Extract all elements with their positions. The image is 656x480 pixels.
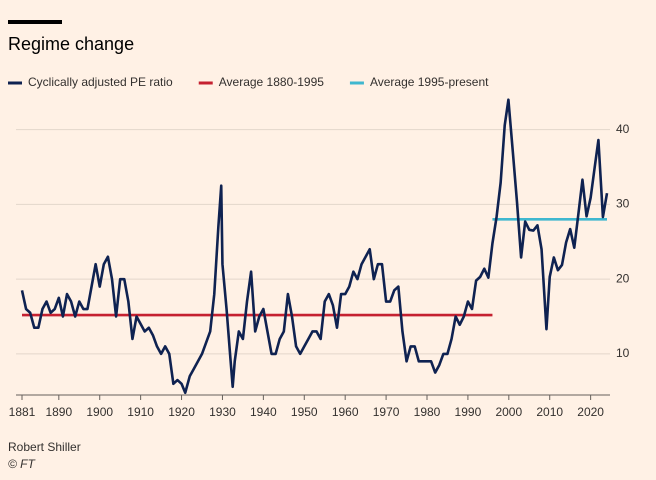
x-tick-label: 1990 xyxy=(455,405,482,419)
x-tick-label: 1900 xyxy=(86,405,113,419)
x-tick-label: 2000 xyxy=(495,405,522,419)
x-tick-label: 2020 xyxy=(577,405,604,419)
y-tick-label: 40 xyxy=(616,122,630,136)
legend-label: Average 1995-present xyxy=(370,75,489,89)
x-tick-label: 1890 xyxy=(45,405,72,419)
x-tick-label: 1910 xyxy=(127,405,154,419)
x-tick-label: 2010 xyxy=(536,405,563,419)
x-tick-label: 1980 xyxy=(414,405,441,419)
x-tick-label: 1930 xyxy=(209,405,236,419)
y-tick-label: 20 xyxy=(616,271,630,285)
y-tick-label: 30 xyxy=(616,197,630,211)
legend-label: Cyclically adjusted PE ratio xyxy=(28,75,173,89)
x-tick-label: 1881 xyxy=(9,405,36,419)
x-tick-label: 1950 xyxy=(291,405,318,419)
x-tick-label: 1940 xyxy=(250,405,277,419)
x-tick-label: 1920 xyxy=(168,405,195,419)
x-tick-label: 1970 xyxy=(373,405,400,419)
y-tick-label: 10 xyxy=(616,346,630,360)
x-tick-label: 1960 xyxy=(332,405,359,419)
brand-bar xyxy=(8,20,62,24)
chart-title: Regime change xyxy=(8,34,134,54)
series-line xyxy=(20,98,609,395)
credit: © FT xyxy=(8,457,37,471)
source: Robert Shiller xyxy=(8,440,81,454)
legend-label: Average 1880-1995 xyxy=(219,75,325,89)
